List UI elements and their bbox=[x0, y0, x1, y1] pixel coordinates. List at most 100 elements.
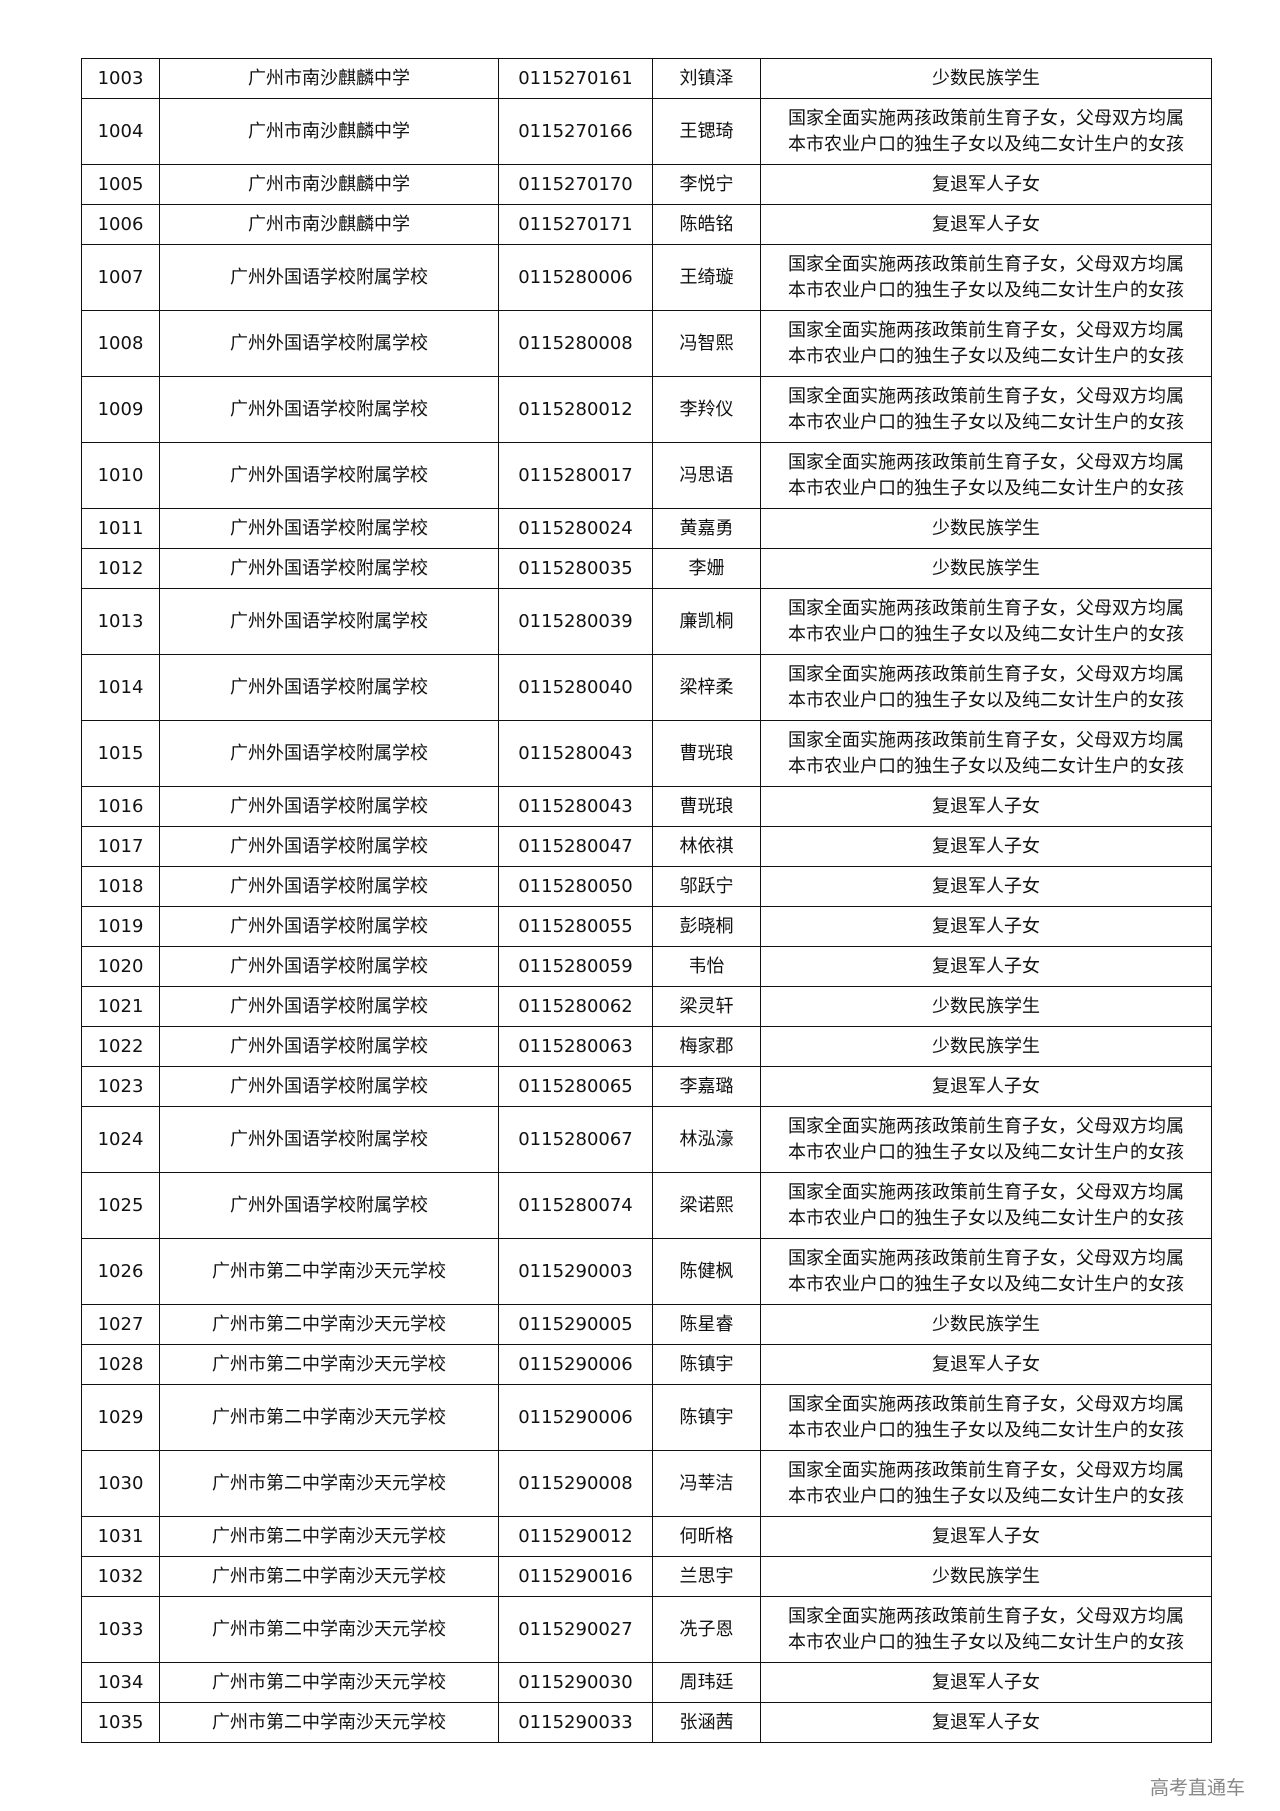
school-name-cell: 广州市第二中学南沙天元学校 bbox=[159, 1556, 499, 1597]
row-number-cell: 1022 bbox=[81, 1026, 160, 1067]
row-number-cell: 1021 bbox=[81, 986, 160, 1027]
student-id-cell: 0115280008 bbox=[498, 310, 653, 377]
table-row: 1022 广州外国语学校附属学校 0115280063 梅家郡 少数民族学生 bbox=[81, 1026, 1212, 1067]
student-name-cell: 廉凯桐 bbox=[652, 588, 761, 655]
school-name-cell: 广州市第二中学南沙天元学校 bbox=[159, 1450, 499, 1517]
table-row: 1034 广州市第二中学南沙天元学校 0115290030 周玮廷 复退军人子女 bbox=[81, 1662, 1212, 1703]
school-name-cell: 广州外国语学校附属学校 bbox=[159, 866, 499, 907]
row-number-cell: 1028 bbox=[81, 1344, 160, 1385]
row-number-cell: 1006 bbox=[81, 204, 160, 245]
student-name-cell: 梅家郡 bbox=[652, 1026, 761, 1067]
category-cell: 复退军人子女 bbox=[760, 1702, 1212, 1743]
school-name-cell: 广州外国语学校附属学校 bbox=[159, 310, 499, 377]
table-row: 1027 广州市第二中学南沙天元学校 0115290005 陈星睿 少数民族学生 bbox=[81, 1304, 1212, 1345]
category-cell: 国家全面实施两孩政策前生育子女，父母双方均属 本市农业户口的独生子女以及纯二女计… bbox=[760, 1238, 1212, 1305]
student-name-cell: 冯思语 bbox=[652, 442, 761, 509]
row-number-cell: 1033 bbox=[81, 1596, 160, 1663]
student-id-cell: 0115290027 bbox=[498, 1596, 653, 1663]
student-name-cell: 黄嘉勇 bbox=[652, 508, 761, 549]
table-row: 1021 广州外国语学校附属学校 0115280062 梁灵轩 少数民族学生 bbox=[81, 986, 1212, 1027]
school-name-cell: 广州市南沙麒麟中学 bbox=[159, 58, 499, 99]
school-name-cell: 广州市第二中学南沙天元学校 bbox=[159, 1344, 499, 1385]
category-cell: 国家全面实施两孩政策前生育子女，父母双方均属 本市农业户口的独生子女以及纯二女计… bbox=[760, 244, 1212, 311]
student-name-cell: 梁梓柔 bbox=[652, 654, 761, 721]
student-id-cell: 0115290008 bbox=[498, 1450, 653, 1517]
school-name-cell: 广州市南沙麒麟中学 bbox=[159, 164, 499, 205]
school-name-cell: 广州外国语学校附属学校 bbox=[159, 244, 499, 311]
category-cell: 国家全面实施两孩政策前生育子女，父母双方均属 本市农业户口的独生子女以及纯二女计… bbox=[760, 310, 1212, 377]
row-number-cell: 1008 bbox=[81, 310, 160, 377]
category-cell: 复退军人子女 bbox=[760, 826, 1212, 867]
student-name-cell: 曹珖琅 bbox=[652, 720, 761, 787]
school-name-cell: 广州外国语学校附属学校 bbox=[159, 508, 499, 549]
row-number-cell: 1030 bbox=[81, 1450, 160, 1517]
row-number-cell: 1024 bbox=[81, 1106, 160, 1173]
student-id-cell: 0115270170 bbox=[498, 164, 653, 205]
table-row: 1024 广州外国语学校附属学校 0115280067 林泓濠 国家全面实施两孩政策前生… bbox=[81, 1106, 1212, 1173]
student-name-cell: 陈镇宇 bbox=[652, 1344, 761, 1385]
student-id-cell: 0115280062 bbox=[498, 986, 653, 1027]
school-name-cell: 广州外国语学校附属学校 bbox=[159, 906, 499, 947]
school-name-cell: 广州外国语学校附属学校 bbox=[159, 1172, 499, 1239]
student-id-cell: 0115280047 bbox=[498, 826, 653, 867]
table-row: 1005 广州市南沙麒麟中学 0115270170 李悦宁 复退军人子女 bbox=[81, 164, 1212, 205]
school-name-cell: 广州外国语学校附属学校 bbox=[159, 946, 499, 987]
row-number-cell: 1017 bbox=[81, 826, 160, 867]
student-name-cell: 林依祺 bbox=[652, 826, 761, 867]
student-id-cell: 0115280012 bbox=[498, 376, 653, 443]
table-row: 1028 广州市第二中学南沙天元学校 0115290006 陈镇宇 复退军人子女 bbox=[81, 1344, 1212, 1385]
student-id-cell: 0115280059 bbox=[498, 946, 653, 987]
row-number-cell: 1035 bbox=[81, 1702, 160, 1743]
table-row: 1032 广州市第二中学南沙天元学校 0115290016 兰思宇 少数民族学生 bbox=[81, 1556, 1212, 1597]
student-id-cell: 0115280065 bbox=[498, 1066, 653, 1107]
school-name-cell: 广州市第二中学南沙天元学校 bbox=[159, 1384, 499, 1451]
category-cell: 国家全面实施两孩政策前生育子女，父母双方均属 本市农业户口的独生子女以及纯二女计… bbox=[760, 1450, 1212, 1517]
category-cell: 少数民族学生 bbox=[760, 986, 1212, 1027]
row-number-cell: 1027 bbox=[81, 1304, 160, 1345]
row-number-cell: 1019 bbox=[81, 906, 160, 947]
student-id-cell: 0115290030 bbox=[498, 1662, 653, 1703]
student-id-cell: 0115280024 bbox=[498, 508, 653, 549]
category-cell: 复退军人子女 bbox=[760, 946, 1212, 987]
row-number-cell: 1025 bbox=[81, 1172, 160, 1239]
student-id-cell: 0115290006 bbox=[498, 1384, 653, 1451]
student-name-cell: 彭晓桐 bbox=[652, 906, 761, 947]
student-name-cell: 王绮璇 bbox=[652, 244, 761, 311]
category-cell: 复退军人子女 bbox=[760, 866, 1212, 907]
school-name-cell: 广州外国语学校附属学校 bbox=[159, 986, 499, 1027]
table-row: 1019 广州外国语学校附属学校 0115280055 彭晓桐 复退军人子女 bbox=[81, 906, 1212, 947]
school-name-cell: 广州外国语学校附属学校 bbox=[159, 786, 499, 827]
student-name-cell: 兰思宇 bbox=[652, 1556, 761, 1597]
table-row: 1020 广州外国语学校附属学校 0115280059 韦怡 复退军人子女 bbox=[81, 946, 1212, 987]
row-number-cell: 1016 bbox=[81, 786, 160, 827]
student-id-cell: 0115280006 bbox=[498, 244, 653, 311]
row-number-cell: 1003 bbox=[81, 58, 160, 99]
student-name-cell: 刘镇泽 bbox=[652, 58, 761, 99]
table-row: 1029 广州市第二中学南沙天元学校 0115290006 陈镇宇 国家全面实施两孩政策… bbox=[81, 1384, 1212, 1451]
student-name-cell: 陈健枫 bbox=[652, 1238, 761, 1305]
school-name-cell: 广州市第二中学南沙天元学校 bbox=[159, 1516, 499, 1557]
table-row: 1014 广州外国语学校附属学校 0115280040 梁梓柔 国家全面实施两孩政策前生… bbox=[81, 654, 1212, 721]
school-name-cell: 广州市第二中学南沙天元学校 bbox=[159, 1702, 499, 1743]
student-name-cell: 冯莘洁 bbox=[652, 1450, 761, 1517]
student-id-cell: 0115270166 bbox=[498, 98, 653, 165]
table-row: 1007 广州外国语学校附属学校 0115280006 王绮璇 国家全面实施两孩政策前生… bbox=[81, 244, 1212, 311]
school-name-cell: 广州外国语学校附属学校 bbox=[159, 548, 499, 589]
row-number-cell: 1020 bbox=[81, 946, 160, 987]
student-name-cell: 周玮廷 bbox=[652, 1662, 761, 1703]
category-cell: 复退军人子女 bbox=[760, 786, 1212, 827]
student-id-cell: 0115280043 bbox=[498, 720, 653, 787]
row-number-cell: 1026 bbox=[81, 1238, 160, 1305]
table-row: 1025 广州外国语学校附属学校 0115280074 梁诺熙 国家全面实施两孩政策前生… bbox=[81, 1172, 1212, 1239]
student-id-cell: 0115280039 bbox=[498, 588, 653, 655]
student-name-cell: 陈皓铭 bbox=[652, 204, 761, 245]
student-id-cell: 0115280035 bbox=[498, 548, 653, 589]
student-id-cell: 0115270161 bbox=[498, 58, 653, 99]
category-cell: 国家全面实施两孩政策前生育子女，父母双方均属 本市农业户口的独生子女以及纯二女计… bbox=[760, 1172, 1212, 1239]
student-name-cell: 张涵茜 bbox=[652, 1702, 761, 1743]
student-name-cell: 李悦宁 bbox=[652, 164, 761, 205]
category-cell: 复退军人子女 bbox=[760, 164, 1212, 205]
student-id-cell: 0115290005 bbox=[498, 1304, 653, 1345]
school-name-cell: 广州市第二中学南沙天元学校 bbox=[159, 1596, 499, 1663]
table-row: 1016 广州外国语学校附属学校 0115280043 曹珖琅 复退军人子女 bbox=[81, 786, 1212, 827]
